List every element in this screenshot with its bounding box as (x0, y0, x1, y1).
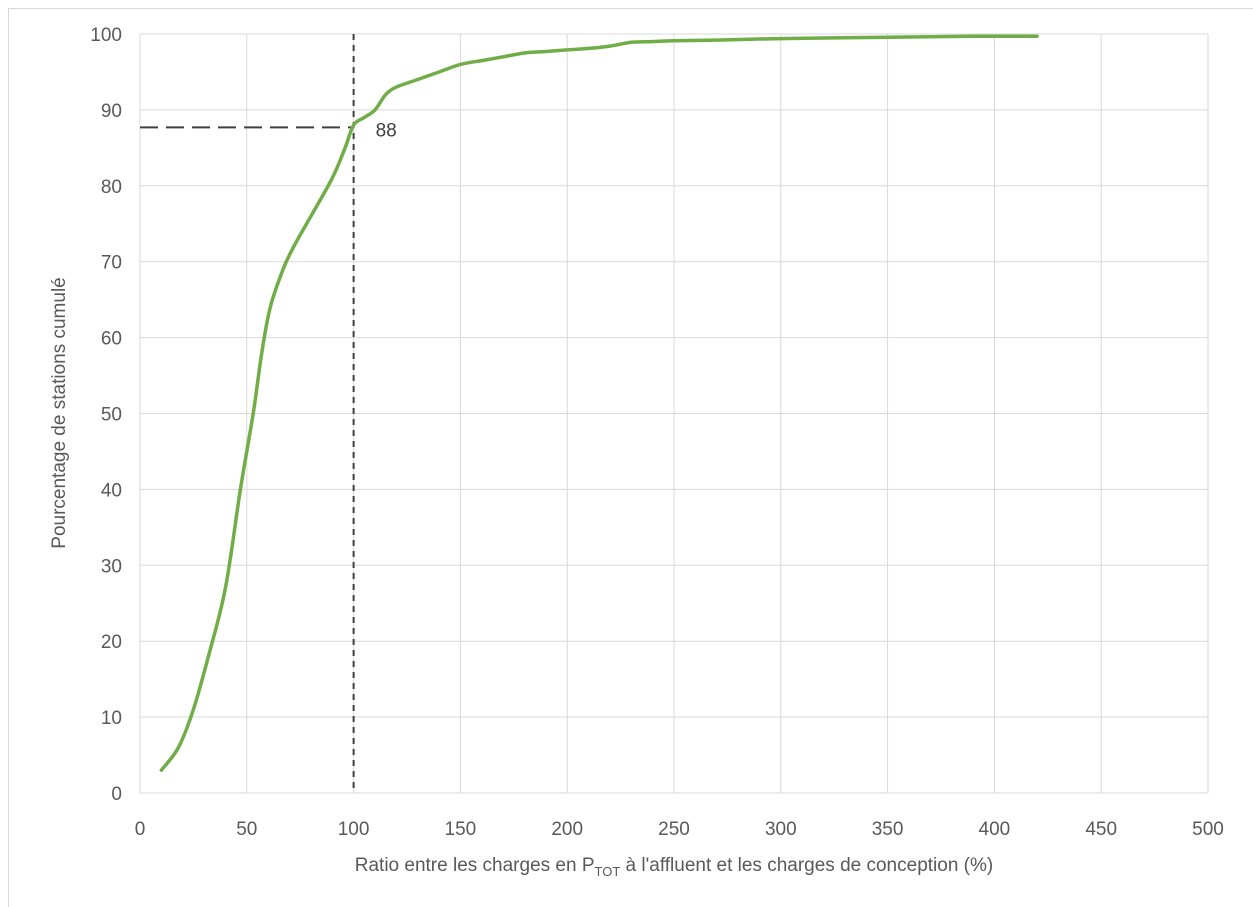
x-tick-150: 150 (445, 819, 477, 840)
y-tick-40: 40 (101, 480, 122, 501)
y-axis-title: Pourcentage de stations cumulé (49, 277, 70, 548)
x-axis-title-subscript: TOT (595, 864, 621, 879)
y-tick-20: 20 (101, 632, 122, 653)
reference-label: 88 (376, 120, 397, 141)
x-tick-500: 500 (1192, 819, 1224, 840)
x-tick-200: 200 (551, 819, 583, 840)
x-tick-100: 100 (338, 819, 370, 840)
x-tick-labels: 0 50 100 150 200 250 300 350 400 450 500 (135, 819, 1224, 840)
y-tick-90: 90 (101, 101, 122, 122)
y-tick-100: 100 (90, 25, 122, 46)
grid (139, 33, 1209, 794)
series-line-0 (159, 34, 1039, 772)
y-tick-10: 10 (101, 708, 122, 729)
x-tick-400: 400 (979, 819, 1011, 840)
chart-frame (8, 8, 1253, 907)
x-axis-title-rest: à l'affluent et les charges de conceptio… (620, 855, 993, 876)
y-tick-labels: 0 10 20 30 40 50 60 70 80 90 100 (90, 25, 122, 805)
x-axis-title: Ratio entre les charges en PTOT à l'affl… (355, 855, 993, 879)
y-tick-30: 30 (101, 556, 122, 577)
y-tick-80: 80 (101, 177, 122, 198)
x-tick-0: 0 (135, 819, 146, 840)
x-tick-50: 50 (236, 819, 257, 840)
y-tick-70: 70 (101, 253, 122, 274)
series-layer (159, 34, 1039, 772)
x-tick-300: 300 (765, 819, 797, 840)
x-tick-450: 450 (1085, 819, 1117, 840)
y-tick-0: 0 (111, 784, 122, 805)
y-tick-50: 50 (101, 405, 122, 426)
x-axis-title-main: Ratio entre les charges en P (355, 855, 595, 876)
x-tick-250: 250 (658, 819, 690, 840)
x-tick-350: 350 (872, 819, 904, 840)
y-tick-60: 60 (101, 329, 122, 350)
reference-lines (140, 34, 355, 793)
